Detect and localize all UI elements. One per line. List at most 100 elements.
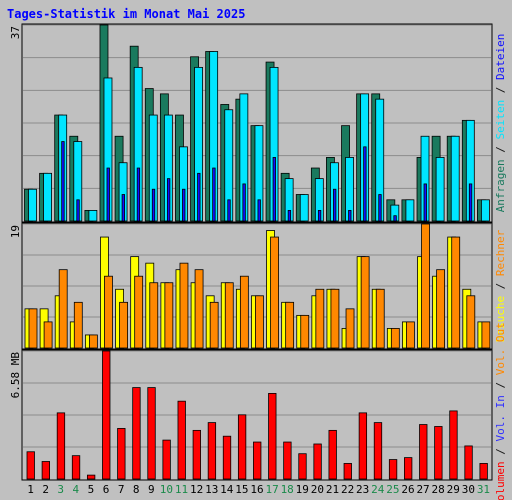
legend-0: Anfragen / Seiten / Dateien	[494, 34, 507, 213]
bar-volumen-day-19	[298, 453, 307, 480]
bar-volumen-day-20	[313, 443, 322, 480]
bar-rechner-day-24	[375, 288, 385, 349]
legend-separator: /	[494, 283, 507, 296]
bar-dateien-day-17	[272, 157, 276, 222]
bar-rechner-day-1	[28, 308, 38, 349]
bar-volumen-day-4	[71, 455, 81, 480]
bar-rechner-day-23	[360, 256, 370, 349]
legend-item: Anfragen	[494, 159, 507, 212]
bar-rechner-day-20	[315, 288, 325, 349]
bar-rechner-day-7	[119, 301, 128, 349]
x-tick-label: 9	[148, 483, 155, 496]
bar-volumen-day-17	[268, 393, 277, 480]
legend-1: Besuche / Rechner	[494, 229, 507, 342]
x-tick-label: 3	[57, 483, 64, 496]
bar-dateien-day-16	[257, 199, 261, 222]
x-tick-label: 6	[103, 483, 110, 496]
bar-rechner-day-12	[194, 269, 204, 349]
bar-volumen-day-12	[192, 429, 201, 480]
x-tick-label: 24	[371, 483, 385, 496]
legend-item: Vol. In	[494, 395, 507, 448]
bar-seiten-day-29	[450, 135, 460, 222]
bar-volumen-day-23	[358, 412, 368, 480]
bar-rechner-day-14	[224, 282, 234, 349]
bar-volumen-day-25	[388, 459, 398, 480]
legend-separator: /	[494, 146, 507, 159]
bar-seiten-day-26	[405, 199, 415, 222]
bar-volumen-day-27	[419, 424, 428, 480]
bar-dateien-day-22	[348, 210, 352, 222]
bar-seiten-day-5	[88, 210, 98, 222]
x-tick-label: 27	[416, 483, 429, 496]
bar-dateien-day-14	[227, 199, 231, 222]
y-max-label: 19	[9, 225, 22, 238]
bar-rechner-day-16	[255, 295, 264, 349]
y-max-label: 37	[9, 26, 22, 39]
bar-rechner-day-5	[88, 334, 98, 349]
x-tick-label: 4	[73, 483, 80, 496]
bar-volumen-day-9	[147, 387, 156, 480]
bar-volumen-day-22	[343, 463, 352, 480]
bar-volumen-day-21	[328, 429, 337, 480]
x-tick-label: 5	[88, 483, 95, 496]
x-tick-label: 8	[133, 483, 140, 496]
bar-dateien-day-30	[468, 183, 473, 222]
bar-rechner-day-18	[285, 301, 295, 349]
bar-dateien-day-8	[136, 167, 141, 222]
bar-dateien-day-11	[182, 188, 186, 222]
x-tick-label: 30	[462, 483, 475, 496]
legend-item: Vol. Out	[494, 322, 507, 382]
bar-dateien-day-24	[378, 194, 382, 222]
bar-rechner-day-6	[104, 275, 113, 349]
bar-rechner-day-29	[451, 236, 461, 349]
bar-volumen-day-29	[449, 410, 458, 480]
x-tick-label: 26	[401, 483, 414, 496]
x-tick-label: 2	[42, 483, 49, 496]
bar-dateien-day-3	[61, 141, 65, 222]
bar-volumen-day-10	[162, 439, 171, 480]
bar-volumen-day-6	[102, 350, 111, 480]
chart-title: Tages-Statistik im Monat Mai 2025	[7, 7, 246, 21]
bar-rechner-day-9	[149, 282, 159, 349]
bar-seiten-day-1	[28, 188, 37, 222]
bar-rechner-day-25	[390, 328, 400, 349]
x-tick-label: 10	[160, 483, 173, 496]
bar-rechner-day-19	[300, 314, 310, 349]
bar-volumen-day-7	[117, 428, 126, 480]
bar-rechner-day-26	[406, 321, 415, 349]
legend-separator: /	[494, 382, 507, 395]
y-max-label: 6.58 MB	[9, 352, 22, 399]
bar-volumen-day-13	[207, 422, 217, 480]
x-tick-label: 15	[235, 483, 248, 496]
bar-seiten-day-2	[43, 172, 52, 222]
bar-seiten-day-31	[481, 199, 490, 222]
bar-volumen-day-15	[237, 414, 247, 480]
bar-dateien-day-6	[106, 167, 110, 222]
bar-seiten-day-28	[435, 157, 445, 222]
bar-dateien-day-12	[197, 172, 201, 222]
bar-volumen-day-31	[479, 463, 488, 480]
bar-rechner-day-10	[164, 282, 174, 349]
x-tick-label: 25	[386, 483, 399, 496]
bar-volumen-day-2	[41, 461, 50, 480]
x-tick-label: 16	[250, 483, 263, 496]
bar-rechner-day-22	[345, 308, 355, 349]
legend-item: Dateien	[494, 34, 507, 87]
bar-rechner-day-11	[179, 262, 189, 349]
bar-rechner-day-4	[73, 301, 83, 349]
x-tick-label: 12	[190, 483, 203, 496]
bar-rechner-day-3	[58, 269, 68, 349]
bar-rechner-day-15	[239, 275, 249, 349]
bar-volumen-day-11	[177, 400, 186, 480]
bar-dateien-day-23	[363, 146, 367, 222]
x-tick-label: 20	[311, 483, 324, 496]
bar-rechner-day-17	[270, 236, 279, 349]
legend-separator: /	[494, 448, 507, 461]
legend-item: Rechner	[494, 229, 507, 282]
legend-item: Besuche	[494, 296, 507, 342]
x-tick-label: 1	[27, 483, 34, 496]
bar-rechner-day-13	[209, 301, 219, 349]
x-tick-label: 31	[477, 483, 490, 496]
x-tick-label: 11	[175, 483, 188, 496]
bar-volumen-day-26	[404, 457, 413, 480]
